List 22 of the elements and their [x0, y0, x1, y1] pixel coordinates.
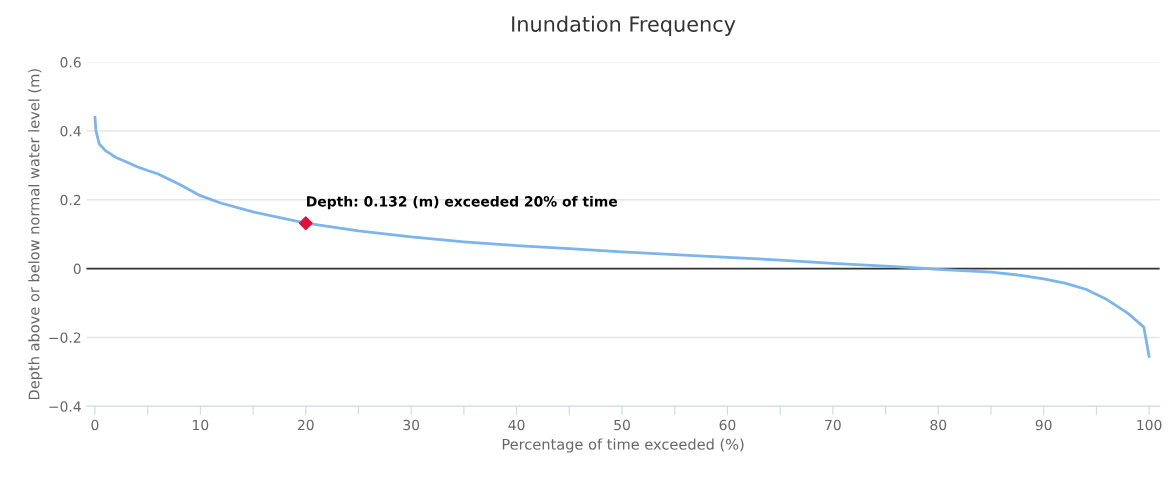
y-axis-title: Depth above or below normal water level (m) — [28, 69, 43, 400]
y-tick-label: −0.2 — [49, 332, 81, 343]
x-tick-label: 80 — [930, 419, 947, 431]
x-tick-label: 90 — [1035, 419, 1052, 431]
x-tick-label: 100 — [1137, 419, 1162, 431]
x-tick-label: 70 — [825, 419, 841, 431]
y-tick-label: 0 — [73, 263, 81, 275]
x-axis-title: Percentage of time exceeded (%) — [502, 438, 744, 453]
annotation: Depth: 0.132 (m) exceeded 20% of time — [307, 195, 618, 210]
x-tick-label: 10 — [193, 419, 209, 431]
x-tick-label: 60 — [719, 419, 736, 431]
x-tick-label: 50 — [614, 419, 630, 431]
x-tick-label: 20 — [297, 419, 314, 431]
x-tick-label: 40 — [508, 419, 525, 431]
y-tick-label: −0.4 — [49, 401, 81, 412]
line-series — [93, 115, 1151, 358]
x-tick-label: 0 — [91, 419, 99, 431]
y-tick-label: 0.6 — [60, 57, 81, 68]
y-tick-label: 0.2 — [60, 194, 81, 206]
chart-title: Inundation Frequency — [512, 15, 736, 36]
y-tick-label: 0.4 — [60, 125, 81, 137]
x-tick-label: 30 — [403, 419, 420, 431]
